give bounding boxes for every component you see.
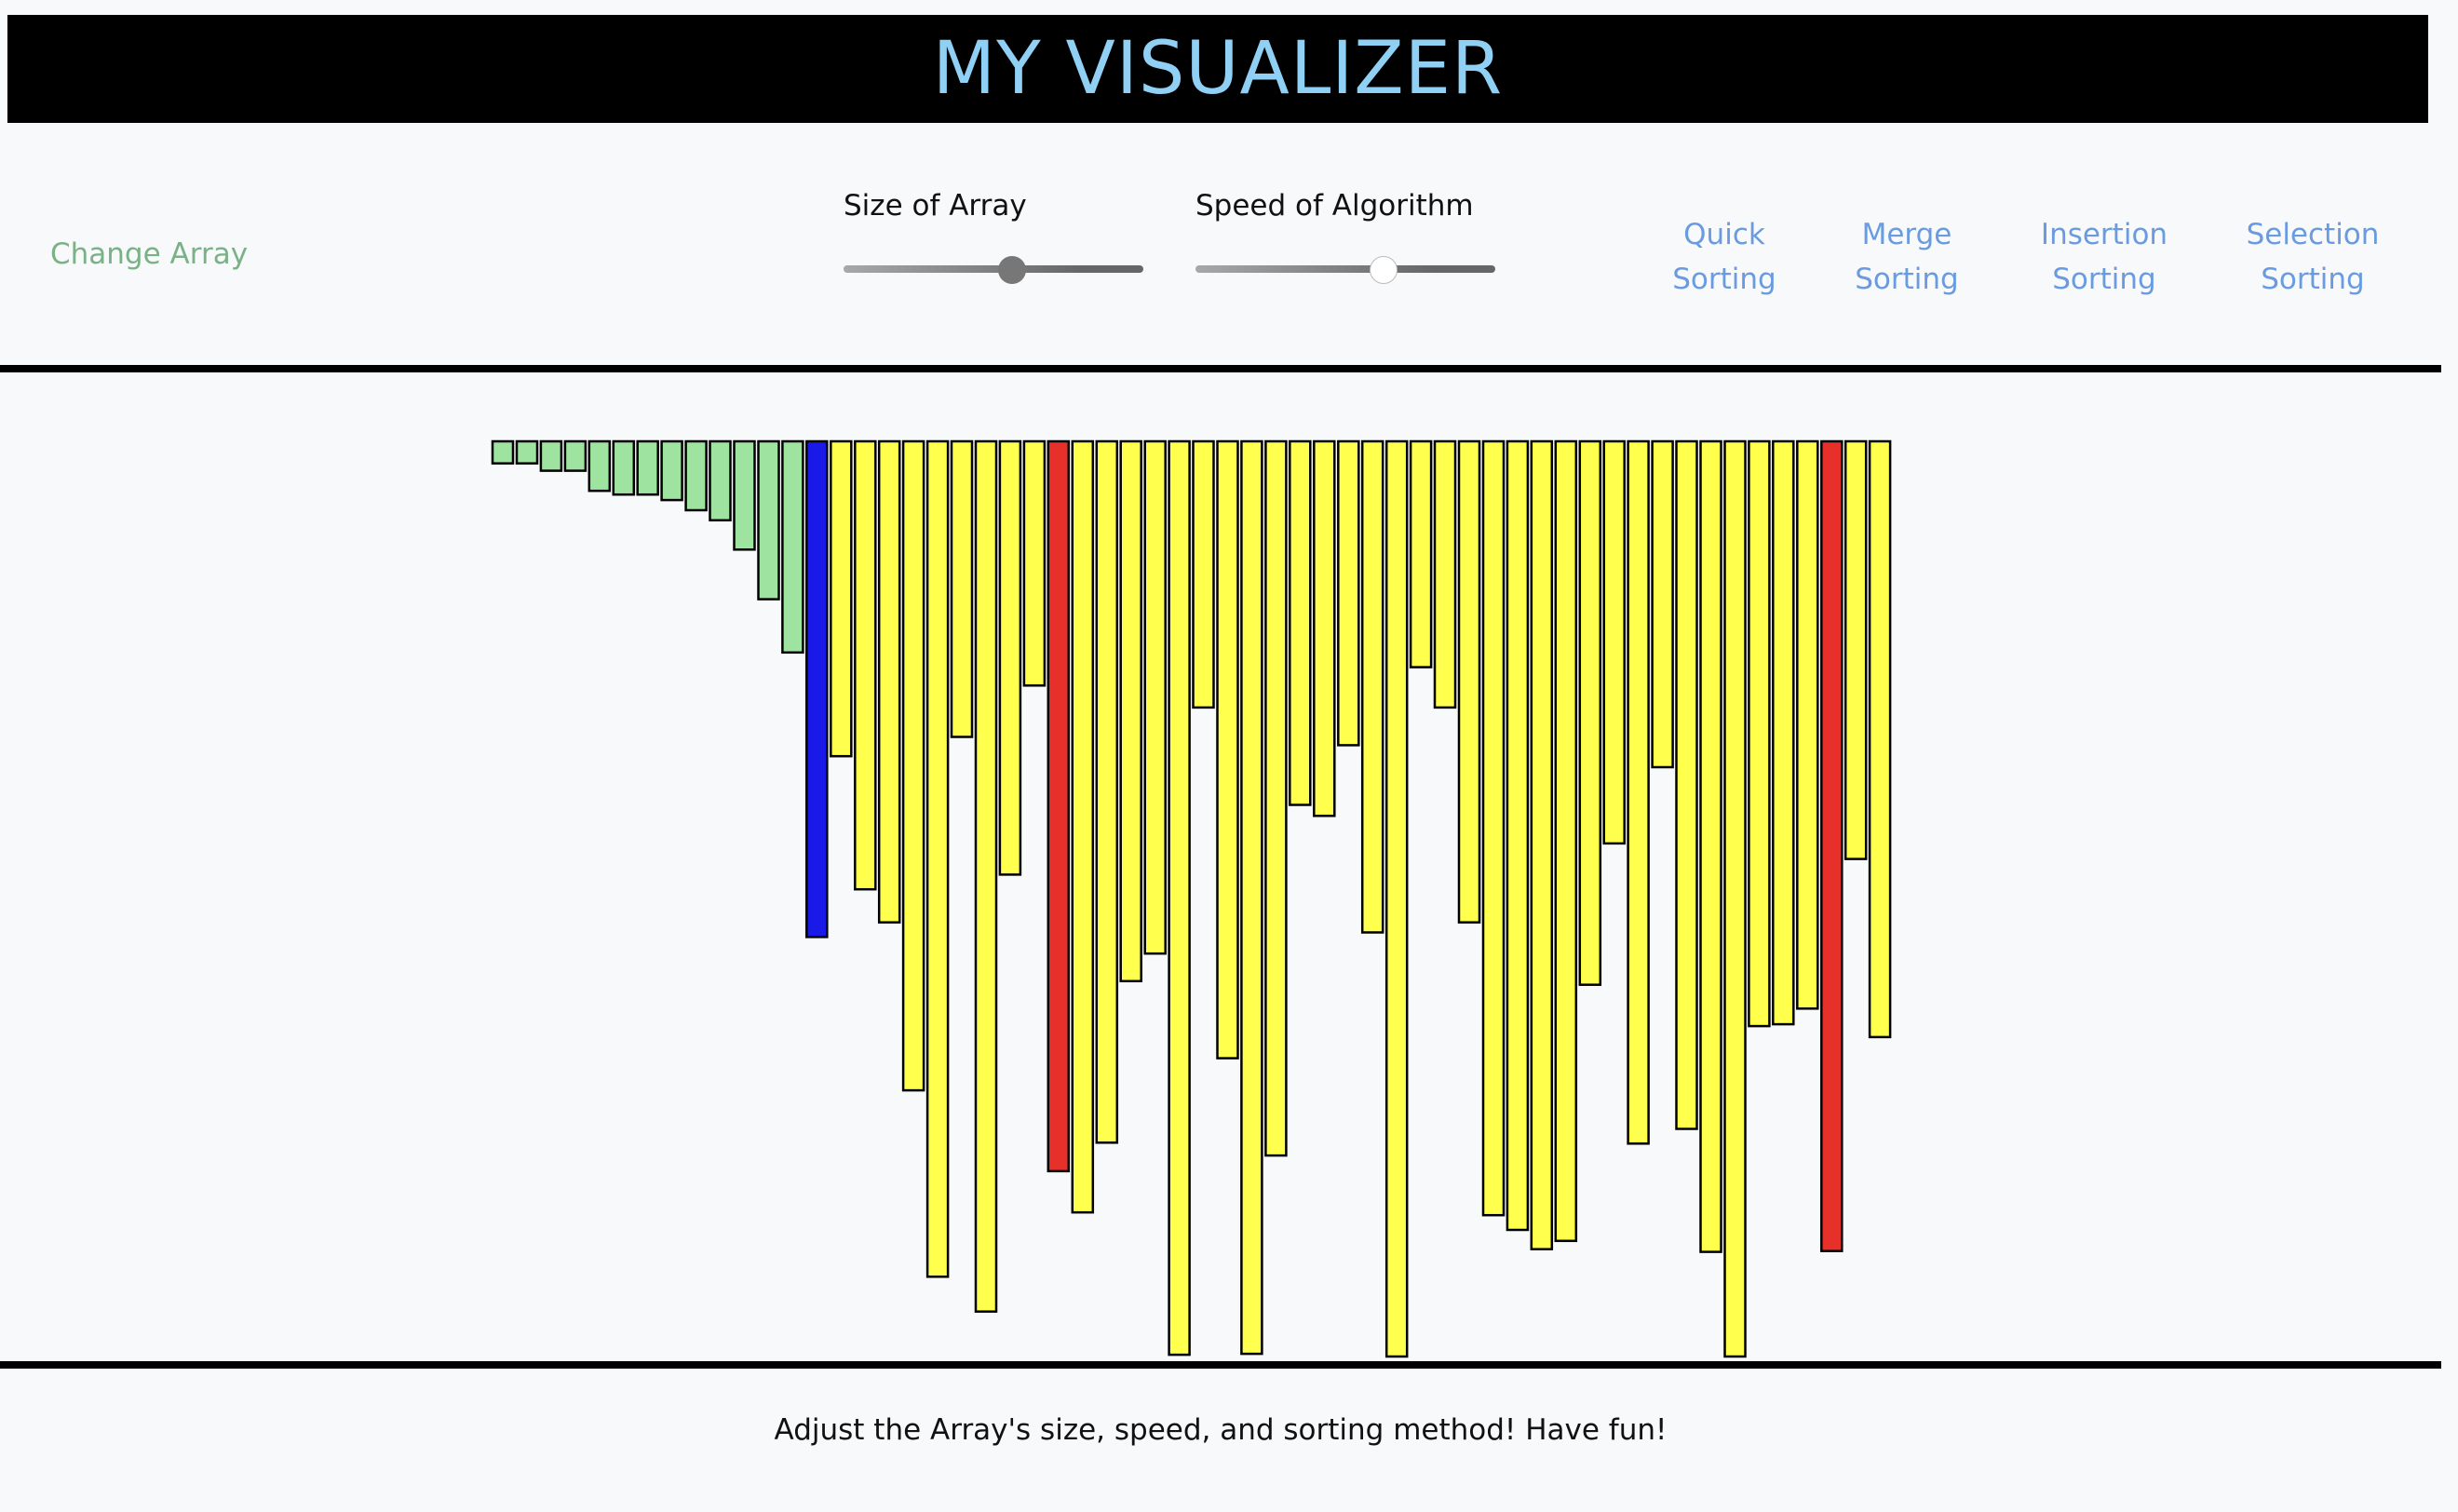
speed-slider[interactable] [1195, 265, 1495, 273]
size-slider[interactable] [844, 265, 1143, 273]
size-slider-label: Size of Array [844, 189, 1027, 223]
array-bar [709, 439, 732, 522]
array-bar [781, 439, 804, 655]
array-bar [1844, 439, 1868, 860]
top-divider [0, 365, 2441, 372]
insertion-sort-label-2: Sorting [2052, 263, 2156, 296]
array-bar [998, 439, 1022, 876]
array-bar [1216, 439, 1239, 1060]
array-bar [1651, 439, 1674, 769]
array-bar [901, 439, 925, 1092]
size-slider-group: Size of Array [844, 189, 1145, 284]
merge-sort-label-2: Sorting [1855, 263, 1959, 296]
speed-slider-label: Speed of Algorithm [1195, 189, 1474, 223]
array-bar [757, 439, 780, 601]
array-bar [1264, 439, 1288, 1157]
array-bar [950, 439, 974, 738]
quick-sort-button[interactable]: Quick Sorting [1650, 212, 1799, 302]
array-bar [733, 439, 756, 551]
array-bar [1530, 439, 1554, 1250]
array-bar [1554, 439, 1578, 1243]
array-bar [1289, 439, 1312, 806]
array-bar [1433, 439, 1457, 709]
size-slider-thumb[interactable] [998, 256, 1027, 284]
array-bar [1071, 439, 1095, 1214]
array-bar [684, 439, 708, 512]
array-bar [1143, 439, 1167, 955]
array-bar [660, 439, 683, 502]
merge-sort-button[interactable]: Merge Sorting [1832, 212, 1981, 302]
insertion-sort-label-1: Insertion [2040, 218, 2168, 251]
selection-sort-button[interactable]: Selection Sorting [2229, 212, 2397, 302]
array-bar [1337, 439, 1360, 747]
bottom-divider [0, 1361, 2441, 1369]
array-bar [636, 439, 659, 496]
array-bar [1022, 439, 1047, 687]
merge-sort-label-1: Merge [1861, 218, 1952, 251]
array-bar [1313, 439, 1336, 817]
array-bar [830, 439, 853, 758]
array-bar [1240, 439, 1263, 1356]
array-bar [491, 439, 515, 465]
array-bar [1699, 439, 1722, 1253]
selection-sort-label-1: Selection [2246, 218, 2380, 251]
array-bar [1602, 439, 1626, 845]
array-bar [587, 439, 612, 493]
array-bar [1748, 439, 1771, 1028]
insertion-sort-button[interactable]: Insertion Sorting [2020, 212, 2188, 302]
array-bar [1119, 439, 1142, 983]
array-bar [1796, 439, 1819, 1010]
app-header: MY VISUALIZER [7, 15, 2428, 123]
array-bar [974, 439, 998, 1313]
change-array-button[interactable]: Change Array [50, 237, 249, 271]
array-bar [1168, 439, 1191, 1357]
array-bar [1360, 439, 1384, 934]
speed-slider-thumb[interactable] [1369, 256, 1398, 284]
array-bar [1723, 439, 1747, 1358]
array-bar [1772, 439, 1795, 1026]
array-bar [1095, 439, 1119, 1144]
array-bar [1409, 439, 1433, 668]
array-bar [563, 439, 587, 472]
array-bar [612, 439, 636, 496]
quick-sort-label-2: Sorting [1672, 263, 1776, 296]
array-bar [1506, 439, 1530, 1232]
array-bar [877, 439, 901, 924]
speed-slider-group: Speed of Algorithm [1195, 189, 1497, 284]
array-bar [1627, 439, 1650, 1145]
array-bar [539, 439, 563, 472]
array-bar [1192, 439, 1215, 709]
array-bar [805, 439, 829, 938]
array-bar [925, 439, 950, 1278]
array-bar [1578, 439, 1602, 986]
array-bar [1820, 439, 1844, 1252]
array-bar [1868, 439, 1892, 1039]
array-bar [1675, 439, 1698, 1130]
array-bar [1457, 439, 1481, 924]
footer-text: Adjust the Array's size, speed, and sort… [774, 1413, 1668, 1447]
array-bar [854, 439, 877, 891]
array-bar [515, 439, 539, 465]
array-bar [1481, 439, 1506, 1217]
selection-sort-label-2: Sorting [2261, 263, 2365, 296]
array-bar [1384, 439, 1409, 1358]
array-bar [1047, 439, 1071, 1173]
quick-sort-label-1: Quick [1683, 218, 1765, 251]
app-title: MY VISUALIZER [932, 27, 1504, 111]
